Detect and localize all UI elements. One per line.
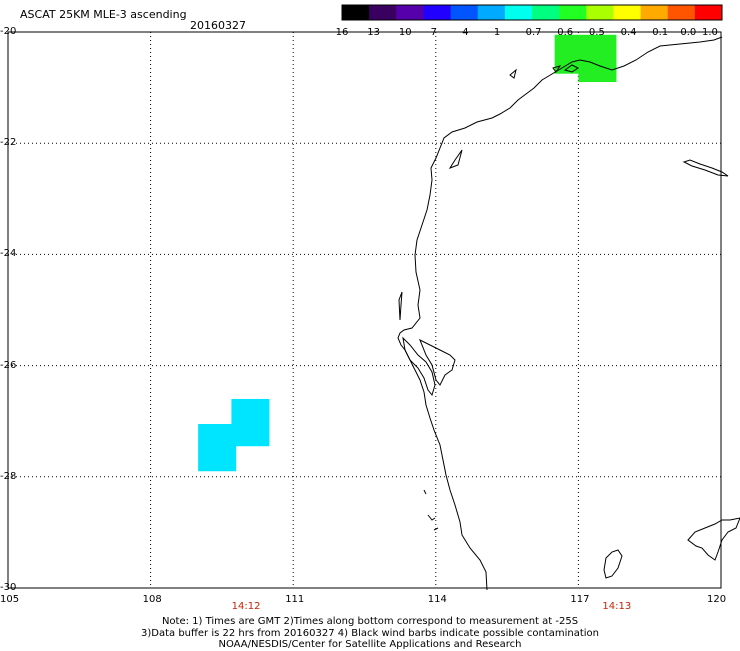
colorbar-swatch [423,5,452,20]
island-cluster-ne [563,64,579,73]
lon-tick-label: 120 [707,594,727,605]
lon-tick-label: 111 [285,594,305,605]
colorbar-tick: -0.7 [522,27,542,38]
time-label: 14:12 [231,601,261,612]
lat-tick-label: -24 [0,248,17,260]
colorbar-tick: 1.0 [702,27,718,38]
lon-tick-label: 117 [570,594,590,605]
data-cell [231,398,270,447]
lat-tick-label: -20 [0,26,17,37]
data-cell [198,423,237,472]
lat-lon-grid [7,31,722,589]
colorbar-swatch [342,5,370,20]
colorbar-swatch [640,5,669,20]
shark-bay-inlet [419,338,456,386]
colorbar-swatch [450,5,479,20]
lon-tick-label: 105 [0,594,20,605]
island-north [509,68,517,79]
colorbar-swatch [694,5,723,20]
dirk-hartog-island [398,291,403,321]
footer-note-line2: 3)Data buffer is 22 hrs from 20160327 4)… [141,628,599,639]
lat-tick-label: -22 [0,137,17,149]
colorbar-swatch [532,5,560,20]
colorbar-swatch [613,5,642,20]
colorbar-tick: -7 [427,27,437,38]
abrolhos-island-1 [423,489,427,495]
colorbar-swatch [369,5,397,20]
colorbar-tick: -0.5 [585,27,605,38]
lon-tick-label: 108 [142,594,162,605]
colorbar-tick: -10 [395,27,412,38]
time-label: 14:13 [602,601,632,612]
se-coast-rivers [687,517,740,561]
colorbar-tick: -0.1 [648,27,669,38]
map-date: 20160327 [190,19,246,32]
island-cluster-ne2 [552,65,562,73]
lat-tick-label: -26 [0,359,17,371]
colorbar-tick: -0.4 [617,27,637,38]
colorbar-tick: -13 [363,27,380,38]
abrolhos-island-2 [427,514,436,521]
map-title: ASCAT 25KM MLE-3 ascending [20,8,187,21]
lat-tick-label: -28 [0,470,17,482]
colorbar-tick: -4 [458,27,469,38]
colorbar-swatch [559,5,587,20]
abrolhos-island-3 [433,527,439,531]
colorbar-swatch [667,5,696,20]
colorbar-border [341,4,723,21]
colorbar-swatch [586,5,614,20]
colorbar-swatch [477,5,506,20]
footer-credit: NOAA/NESDIS/Center for Satellite Applica… [218,639,522,650]
colorbar [341,4,723,21]
island-east [682,159,729,177]
barrow-island [448,149,463,169]
wind-data-cells [198,34,617,472]
colorbar-tick: 0.0 [680,27,697,38]
australia-west-coast [397,36,723,591]
lon-tick-label: 114 [427,594,447,605]
se-coast-islands [603,549,623,579]
colorbar-tick: -0.6 [553,27,574,38]
colorbar-tick: -1 [490,27,501,38]
footer-note-line1: Note: 1) Times are GMT 2)Times along bot… [161,616,579,627]
peninsula-outline [402,336,436,397]
colorbar-swatch [504,5,533,20]
lat-tick-label: -30 [0,582,17,593]
data-cell [578,65,617,83]
colorbar-tick: -16 [332,27,349,38]
colorbar-swatch [396,5,424,20]
map-frame [7,31,722,589]
coastline [397,36,740,591]
